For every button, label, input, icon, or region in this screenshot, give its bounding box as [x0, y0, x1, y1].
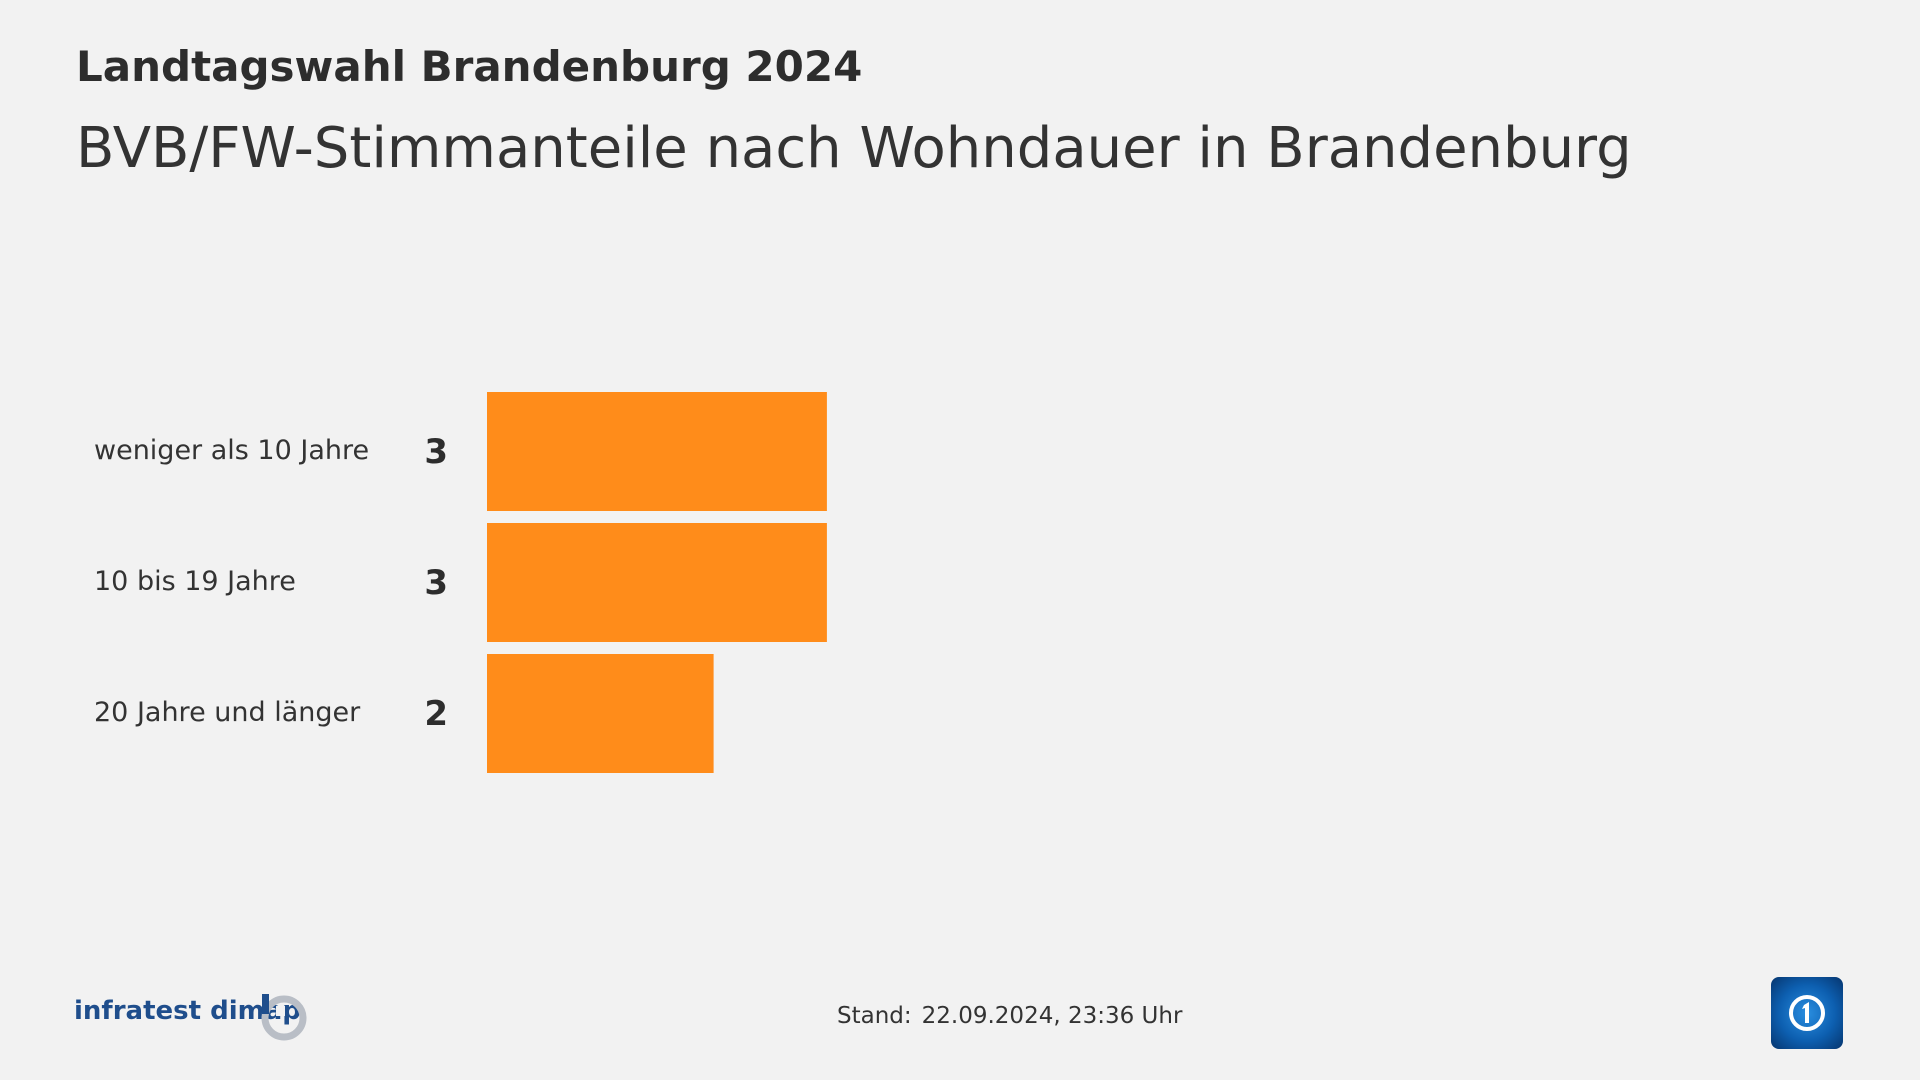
value-label: 3 — [424, 563, 448, 603]
chart-supertitle: Landtagswahl Brandenburg 2024 — [76, 42, 863, 91]
stand-label: Stand: — [837, 1003, 912, 1029]
bar — [487, 392, 827, 511]
stand-value: 22.09.2024, 23:36 Uhr — [921, 1003, 1183, 1029]
category-label: 20 Jahre und länger — [94, 697, 361, 728]
ard-one-icon — [1789, 995, 1825, 1031]
category-label: 10 bis 19 Jahre — [94, 566, 296, 597]
bar — [487, 654, 714, 773]
value-label: 2 — [424, 694, 448, 734]
bar — [487, 523, 827, 642]
value-label: 3 — [424, 432, 448, 472]
stand-timestamp: Stand: 22.09.2024, 23:36 Uhr — [837, 1003, 1192, 1029]
category-label: weniger als 10 Jahre — [94, 435, 369, 466]
infratest-dimap-logo-icon — [261, 994, 307, 1041]
ard-logo-icon — [1771, 977, 1843, 1049]
chart-title: BVB/FW-Stimmanteile nach Wohndauer in Br… — [76, 116, 1632, 181]
